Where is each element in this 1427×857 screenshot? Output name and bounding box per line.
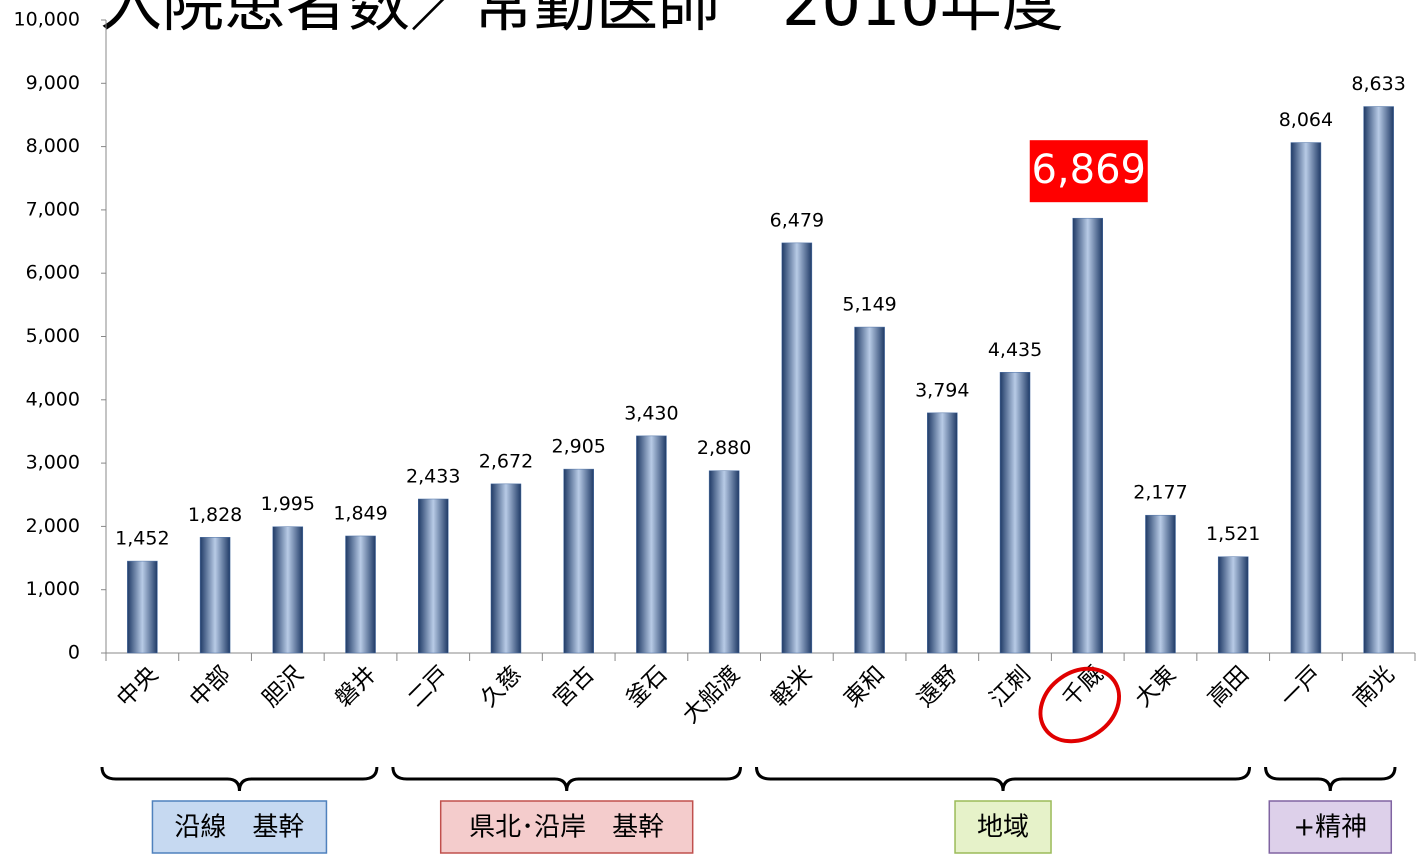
group-brace (1264, 766, 1397, 792)
value-label: 2,672 (479, 450, 533, 472)
group-box (954, 800, 1052, 854)
value-label: 6,479 (770, 209, 824, 231)
bar (127, 560, 158, 654)
bar (999, 372, 1031, 654)
x-tick-label: 胆沢 (258, 661, 309, 712)
y-tick-label: 6,000 (26, 262, 80, 284)
chart-title: 入院患者数／常勤医師 2010年度 (100, 0, 1064, 40)
group-brace (391, 766, 742, 792)
x-tick-label: 江刺 (985, 661, 1036, 712)
bar (854, 326, 885, 654)
bar (272, 526, 304, 654)
group-label: 地域 (977, 813, 1029, 843)
group-brace (100, 766, 379, 792)
value-label: 1,521 (1206, 523, 1260, 545)
y-tick-label: 7,000 (26, 198, 80, 220)
bar (781, 242, 813, 654)
bar (927, 412, 958, 654)
x-tick-label: 軽米 (767, 661, 818, 712)
highlight-circle (1038, 666, 1122, 744)
group-box (439, 800, 694, 854)
y-tick-label: 4,000 (26, 388, 80, 410)
value-label: 8,633 (1351, 73, 1405, 95)
value-label: 8,064 (1279, 109, 1333, 131)
value-label: 4,435 (988, 339, 1042, 361)
x-tick-label: 一戸 (1276, 661, 1327, 712)
x-tick-label: 高田 (1203, 661, 1254, 712)
group-label: 沿線 基幹 (174, 813, 304, 843)
group-label: 県北･沿岸 基幹 (469, 813, 664, 843)
bar (490, 483, 522, 654)
x-tick-label: 中央 (112, 661, 163, 712)
bar (563, 468, 594, 654)
value-label: 2,177 (1133, 482, 1187, 504)
y-tick-label: 0 (68, 642, 80, 664)
y-tick-label: 2,000 (26, 515, 80, 537)
group-brace (755, 766, 1252, 792)
value-label: 1,452 (115, 528, 169, 550)
x-tick-label: 大東 (1130, 661, 1181, 712)
bar (1290, 142, 1322, 654)
value-label: 2,880 (697, 437, 751, 459)
y-tick-label: 1,000 (26, 578, 80, 600)
bar (345, 535, 376, 654)
x-tick-label: 釜石 (621, 661, 672, 712)
x-tick-label: 中部 (185, 661, 236, 712)
value-label: 3,430 (624, 402, 678, 424)
x-tick-label: 久慈 (476, 661, 527, 712)
bar (199, 537, 231, 654)
y-tick-label: 9,000 (26, 72, 80, 94)
x-tick-label: 遠野 (912, 661, 963, 712)
x-tick-label: 宮古 (549, 661, 600, 712)
bar (636, 435, 667, 654)
bar (1145, 514, 1176, 654)
x-tick-label: 大船渡 (678, 661, 745, 728)
x-tick-label: 二戸 (403, 661, 454, 712)
value-label: 1,828 (188, 504, 242, 526)
highlight-label-box (1029, 140, 1148, 203)
group-box (1268, 800, 1393, 854)
bar (1217, 556, 1249, 654)
bar (1363, 106, 1394, 654)
value-label: 1,849 (333, 502, 387, 524)
y-tick-label: 8,000 (26, 135, 80, 157)
value-label: 6,869 (1031, 147, 1146, 193)
bar (418, 498, 449, 654)
value-label: 2,905 (551, 436, 605, 458)
value-label: 1,995 (261, 493, 315, 515)
x-tick-label: 磐井 (330, 661, 381, 712)
bar (1072, 217, 1103, 654)
group-box (151, 800, 328, 854)
value-label: 5,149 (842, 294, 896, 316)
y-tick-label: 3,000 (26, 452, 80, 474)
y-tick-label: 5,000 (26, 325, 80, 347)
x-tick-label: 東和 (840, 661, 891, 712)
group-label: +精神 (1293, 813, 1367, 843)
bar (708, 470, 740, 654)
value-label: 3,794 (915, 379, 969, 401)
y-tick-label: 10,000 (14, 9, 80, 31)
x-tick-label: 南光 (1349, 661, 1400, 712)
value-label: 2,433 (406, 465, 460, 487)
